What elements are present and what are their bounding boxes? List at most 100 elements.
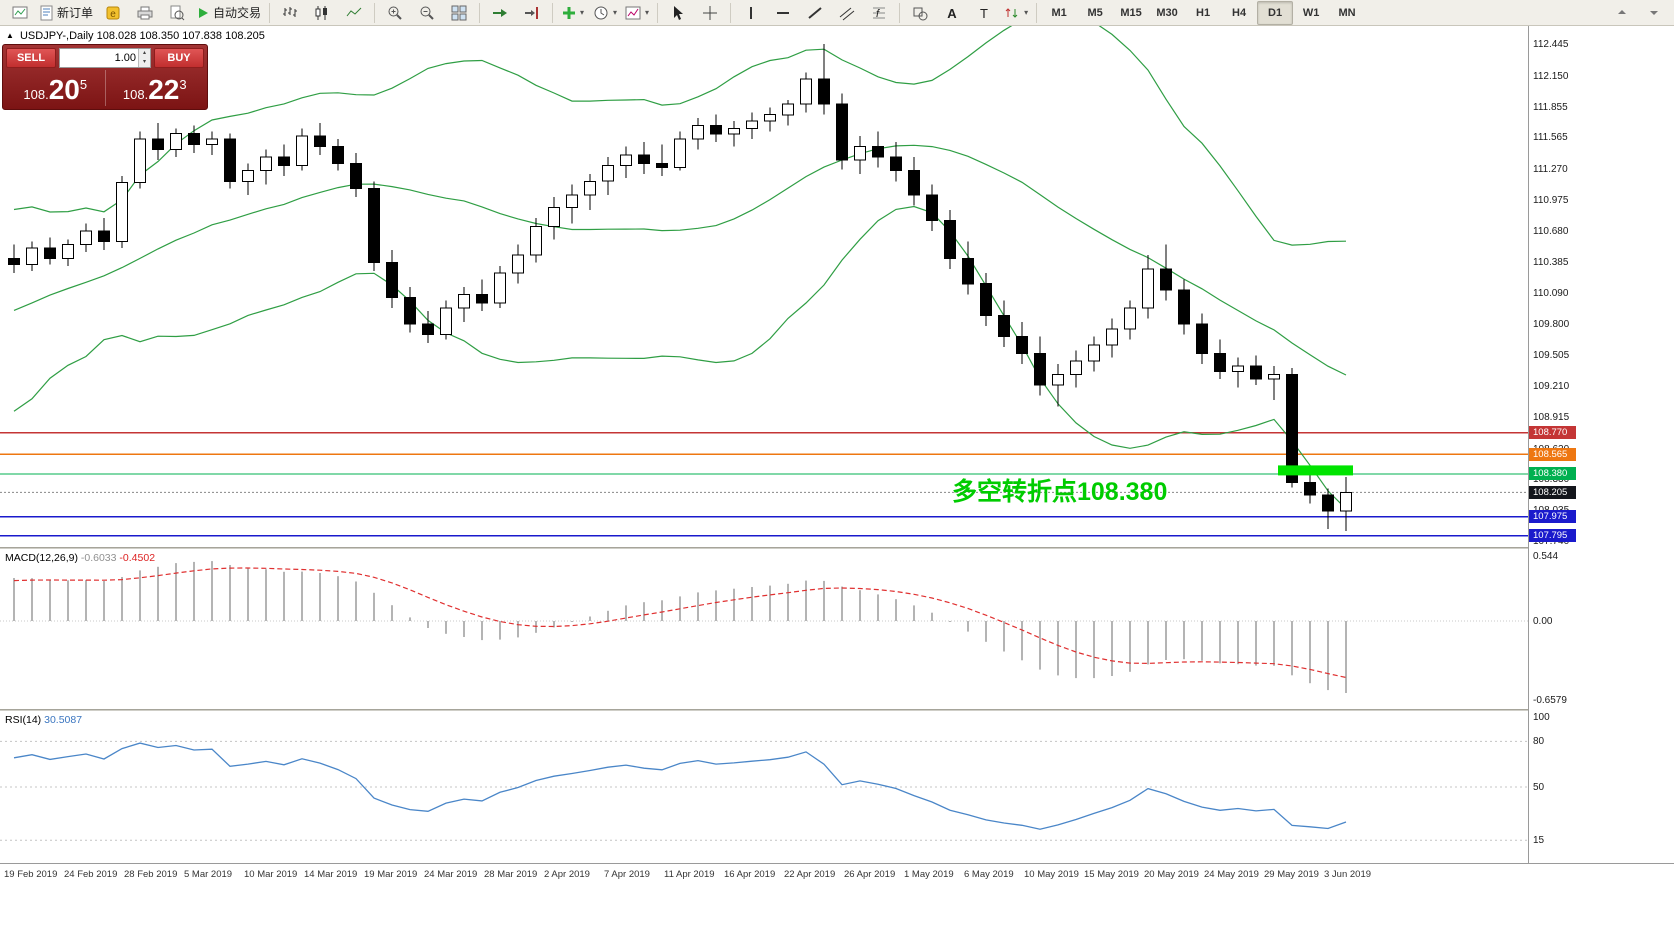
axis-label: 0.544 (1533, 550, 1559, 562)
time-label: 11 Apr 2019 (664, 869, 715, 880)
time-label: 3 Jun 2019 (1324, 869, 1372, 880)
time-label: 28 Mar 2019 (484, 869, 538, 880)
chart-info-line: ▲ USDJPY-,Daily 108.028 108.350 107.838 … (6, 30, 265, 42)
axis-label: 111.565 (1533, 132, 1568, 144)
timeframe-m1[interactable]: M1 (1051, 6, 1067, 19)
zoom-in-button[interactable] (379, 1, 411, 25)
timeframe-w1[interactable]: W1 (1302, 6, 1320, 19)
price-tag: 108.380 (1529, 467, 1576, 481)
time-label: 28 Feb 2019 (124, 869, 178, 880)
close-value: 108.205 (225, 30, 265, 42)
timeframe-m30[interactable]: M30 (1156, 6, 1178, 19)
svg-text:f: f (876, 8, 880, 20)
cursor-button[interactable] (662, 1, 694, 25)
templates-button[interactable]: ▾ (621, 1, 653, 25)
volume-up-icon[interactable]: ▴ (139, 49, 150, 58)
timeframe-m15[interactable]: M15 (1120, 6, 1142, 19)
buy-price[interactable]: 108. 22 3 (104, 70, 205, 106)
auto-scroll-button[interactable] (484, 1, 516, 25)
toolbar-scroll-up-icon[interactable] (1606, 1, 1638, 25)
volume-input[interactable] (60, 49, 138, 67)
time-label: 19 Mar 2019 (364, 869, 418, 880)
axis-label: 110.090 (1533, 288, 1569, 300)
svg-text:e: e (110, 9, 116, 20)
time-label: 24 Feb 2019 (64, 869, 118, 880)
autotrading-button[interactable]: 自动交易 (193, 1, 265, 25)
time-label: 6 May 2019 (964, 869, 1014, 880)
bar-chart-button[interactable] (274, 1, 306, 25)
buy-button[interactable]: BUY (154, 48, 204, 68)
indicators-button[interactable]: ▾ (563, 6, 585, 19)
timeframe-mn[interactable]: MN (1338, 6, 1356, 19)
time-label: 10 Mar 2019 (244, 869, 298, 880)
fibonacci-button[interactable]: f (863, 1, 895, 25)
high-value: 108.350 (139, 30, 180, 42)
buy-price-pips: 22 (148, 74, 180, 105)
line-chart-button[interactable] (338, 1, 370, 25)
price-chart-canvas[interactable] (0, 26, 1528, 547)
horizontal-line-button[interactable] (767, 1, 799, 25)
sell-price[interactable]: 108. 20 5 (6, 70, 105, 106)
svg-text:A: A (947, 6, 957, 21)
zoom-out-button[interactable] (411, 1, 443, 25)
time-label: 1 May 2019 (904, 869, 954, 880)
toolbar-separator (1036, 2, 1038, 23)
toolbar-separator (552, 2, 554, 23)
axis-label: 110.680 (1533, 225, 1569, 237)
text-button[interactable]: A (936, 1, 968, 25)
rsi-canvas[interactable] (0, 711, 1528, 863)
tile-windows-button[interactable] (443, 1, 475, 25)
buy-price-prefix: 108. (122, 87, 149, 102)
time-axis[interactable]: 19 Feb 2019 24 Feb 2019 28 Feb 2019 5 Mar 2… (0, 863, 1674, 888)
time-label: 24 Mar 2019 (424, 869, 478, 880)
trendline-button[interactable] (799, 1, 831, 25)
macd-canvas[interactable] (0, 549, 1528, 709)
arrows-button[interactable]: ▾ (1000, 1, 1032, 25)
shapes-button[interactable] (904, 1, 936, 25)
toolbar-separator (374, 2, 376, 23)
panel-separator[interactable] (0, 547, 1674, 549)
text-label-button[interactable]: T (968, 1, 1000, 25)
panel-separator[interactable] (0, 709, 1674, 711)
price-axis[interactable]: 112.445 112.150 111.855 111.565 111.270 110.9… (1528, 26, 1674, 863)
price-tag: 107.795 (1529, 529, 1576, 543)
volume-stepper: ▴ ▾ (59, 48, 151, 68)
new-order-button[interactable]: 新订单 (36, 1, 97, 25)
one-click-collapse-icon[interactable]: ▲ (6, 31, 14, 40)
chart-shift-button[interactable] (516, 1, 548, 25)
axis-label: 110.975 (1533, 194, 1569, 206)
new-chart-button[interactable] (4, 1, 36, 25)
macd-label: MACD(12,26,9) -0.6033 -0.4502 (5, 552, 156, 564)
metaeditor-button[interactable]: e (97, 1, 129, 25)
channel-button[interactable] (831, 1, 863, 25)
print-button[interactable] (129, 1, 161, 25)
timeframe-d1[interactable]: D1 (1257, 0, 1294, 25)
axis-label: 111.270 (1533, 163, 1568, 175)
timeframe-h4[interactable]: H4 (1232, 6, 1247, 19)
time-label: 22 Apr 2019 (784, 869, 836, 880)
volume-down-icon[interactable]: ▾ (139, 58, 150, 67)
axis-label: 109.210 (1533, 381, 1570, 393)
crosshair-button[interactable] (694, 1, 726, 25)
toolbar-separator (269, 2, 271, 23)
timeframe-m5[interactable]: M5 (1087, 6, 1103, 19)
periods-button[interactable]: ▾ (589, 1, 621, 25)
toolbar-separator (657, 2, 659, 23)
time-label: 20 May 2019 (1144, 869, 1199, 880)
macd-value: -0.6033 (80, 552, 117, 564)
toolbar-scroll-down-icon[interactable] (1638, 1, 1670, 25)
price-tag: 108.770 (1529, 426, 1576, 440)
sell-price-prefix: 108. (23, 87, 49, 102)
axis-label: 112.150 (1533, 70, 1569, 82)
vertical-line-button[interactable] (735, 1, 767, 25)
axis-label: 108.915 (1533, 412, 1570, 424)
price-tag: 107.975 (1529, 510, 1576, 524)
sell-button[interactable]: SELL (6, 48, 56, 68)
print-preview-button[interactable] (161, 1, 193, 25)
time-label: 15 May 2019 (1084, 869, 1139, 880)
one-click-trading-panel: SELL ▴ ▾ BUY 108. 20 5 108. 22 3 (2, 44, 208, 110)
toolbar-separator (730, 2, 732, 23)
time-label: 16 Apr 2019 (724, 869, 776, 880)
timeframe-h1[interactable]: H1 (1196, 6, 1211, 19)
candlestick-chart-button[interactable] (306, 1, 338, 25)
